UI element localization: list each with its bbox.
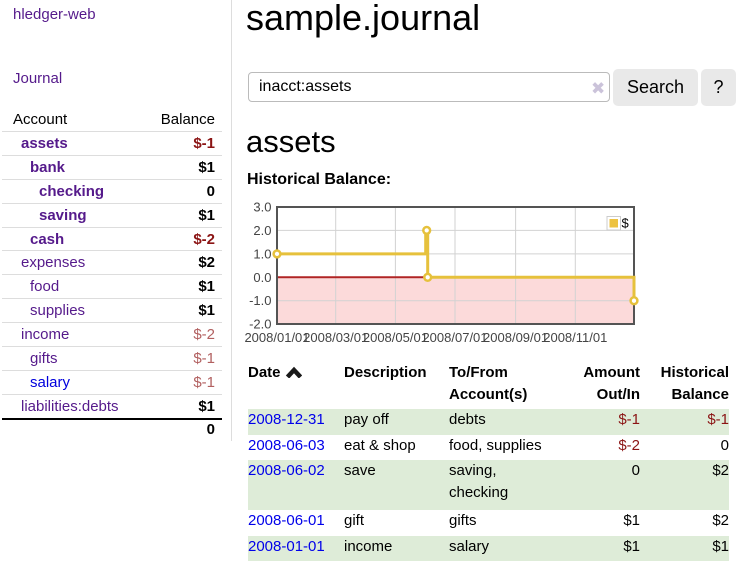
svg-text:2008/07/01: 2008/07/01 (422, 330, 487, 345)
svg-text:-1.0: -1.0 (249, 293, 271, 308)
svg-text:3.0: 3.0 (253, 200, 271, 215)
svg-text:2008/01/01: 2008/01/01 (244, 330, 309, 345)
svg-text:2008/03/01: 2008/03/01 (303, 330, 368, 345)
svg-text:0.0: 0.0 (253, 270, 271, 285)
svg-text:2008/09/01: 2008/09/01 (483, 330, 548, 345)
svg-text:2008/05/01: 2008/05/01 (363, 330, 428, 345)
svg-text:2008/11/01: 2008/11/01 (543, 330, 607, 345)
svg-text:2.0: 2.0 (253, 223, 271, 238)
svg-text:-2.0: -2.0 (249, 317, 271, 332)
svg-text:1.0: 1.0 (253, 246, 271, 261)
svg-text:$: $ (622, 216, 630, 231)
